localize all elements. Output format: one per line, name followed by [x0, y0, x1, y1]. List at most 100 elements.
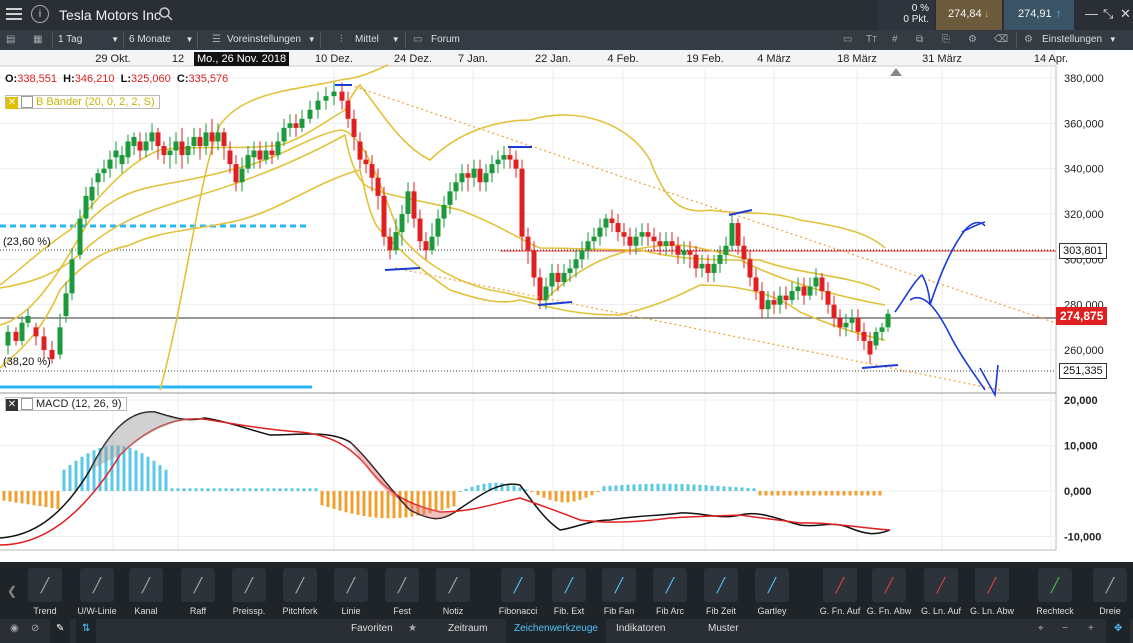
tool-fib-extension[interactable]: ╱ Fib. Ext	[544, 568, 594, 616]
grid-icon[interactable]: #	[892, 34, 898, 45]
macd-histogram-bar	[656, 483, 660, 491]
candle-body	[287, 123, 293, 128]
text-size-icon[interactable]: TT	[866, 34, 877, 45]
candle-body	[49, 350, 55, 360]
chevron-down-icon: ▼	[391, 35, 400, 44]
tool-triangle[interactable]: ╱ Dreie	[1085, 568, 1133, 616]
layout-icon[interactable]: ▦	[33, 34, 43, 45]
sell-button[interactable]: 274,84 ↓	[936, 0, 1002, 30]
chart-area[interactable]: 29 Okt. 12 10 Dez. 24 Dez. 7 Jan. 22 Jan. 4 Fe…	[0, 50, 1133, 562]
macd-histogram-bar	[668, 483, 672, 491]
tool-support-line[interactable]: ╱ U/W-Linie	[72, 568, 122, 616]
tool-pitchfork[interactable]: ╱ Pitchfork	[275, 568, 325, 616]
minimize-indicator-icon[interactable]	[21, 96, 33, 108]
settings-small-icon[interactable]: ⚙	[968, 34, 977, 45]
drawing-tools-tab[interactable]: Zeichenwerkzeuge	[506, 619, 606, 643]
candle-body	[837, 318, 843, 328]
tool-price-range[interactable]: ╱ Preissp.	[224, 568, 274, 616]
tool-gann-fan-down[interactable]: ╱ G. Fn. Abw	[864, 568, 914, 616]
tool-fib-arc[interactable]: ╱ Fib Arc	[645, 568, 695, 616]
macd-legend[interactable]: ✕ MACD (12, 26, 9)	[5, 397, 127, 411]
crosshair-icon[interactable]: ⌖	[1038, 623, 1044, 634]
candle-body	[531, 250, 537, 278]
patterns-tab[interactable]: Muster	[708, 623, 739, 634]
tool-vertical-line[interactable]: ╱ Linie	[326, 568, 376, 616]
candle-body	[633, 236, 639, 246]
macd-histogram-bar	[662, 483, 666, 491]
zoom-out-icon[interactable]: −	[1062, 623, 1068, 634]
presets-select[interactable]: Voreinstellungen ▼	[227, 30, 316, 50]
macd-histogram-bar	[698, 484, 702, 491]
indicators-tab[interactable]: Indikatoren	[616, 623, 666, 634]
macd-histogram-bar	[848, 491, 852, 496]
date-axis-label: 4 Feb.	[607, 53, 638, 65]
macd-histogram-bar	[428, 491, 432, 514]
minimize-indicator-icon[interactable]	[21, 398, 33, 410]
pencil-icon[interactable]: ✎	[50, 619, 71, 643]
copy-icon[interactable]: ⎘	[942, 34, 950, 45]
tool-gann-line-up[interactable]: ╱ G. Ln. Auf	[916, 568, 966, 616]
tool-raff[interactable]: ╱ Raff	[173, 568, 223, 616]
tool-trend-line[interactable]: ╱ Trend	[20, 568, 70, 616]
open-value: 338,551	[17, 73, 57, 85]
buy-button[interactable]: 274,91 ↑	[1004, 0, 1074, 30]
remove-indicator-icon[interactable]: ✕	[6, 399, 18, 411]
candle-body	[351, 118, 357, 137]
tool-gann-line-down[interactable]: ╱ G. Ln. Abw	[967, 568, 1017, 616]
remove-indicator-icon[interactable]: ✕	[6, 97, 18, 109]
hamburger-menu-icon[interactable]	[4, 5, 24, 25]
sidebar-toggle-icon[interactable]: ▤	[6, 34, 16, 45]
close-icon[interactable]: ✕	[1120, 6, 1131, 21]
candle-body	[777, 295, 783, 305]
interval-select[interactable]: 1 Tag ▼	[58, 30, 119, 50]
candle-body	[107, 159, 113, 169]
timeframe-tab[interactable]: Zeitraum	[448, 623, 488, 634]
star-icon[interactable]: ★	[408, 623, 417, 634]
tool-fib-fan[interactable]: ╱ Fib Fan	[594, 568, 644, 616]
macd-histogram-bar	[752, 488, 756, 491]
compare-icon[interactable]: ⧉	[916, 34, 924, 45]
search-icon[interactable]	[158, 6, 174, 22]
hide-icon[interactable]: ◉	[10, 623, 19, 634]
move-icon[interactable]: ✥	[1106, 619, 1131, 643]
price-axis-label: 260,000	[1064, 345, 1104, 357]
range-select[interactable]: 6 Monate ▼	[129, 30, 193, 50]
info-icon[interactable]: i	[31, 5, 49, 23]
price-chart[interactable]: 29 Okt. 12 10 Dez. 24 Dez. 7 Jan. 22 Jan. 4 Fe…	[0, 50, 1133, 562]
tool-channel[interactable]: ╱ Kanal	[121, 568, 171, 616]
macd-histogram-bar	[332, 491, 336, 509]
macd-histogram-bar	[254, 488, 258, 491]
tool-fixed-line[interactable]: ╱ Fest	[377, 568, 427, 616]
gear-icon[interactable]: ⚙	[1024, 34, 1033, 45]
tool-note[interactable]: ╱ Notiz	[428, 568, 478, 616]
candle-body	[747, 259, 753, 278]
bollinger-legend[interactable]: ✕ B Bänder (20, 0, 2, 2, S)	[5, 95, 160, 109]
candle-body	[813, 277, 819, 287]
tool-rectangle[interactable]: ╱ Rechteck	[1030, 568, 1080, 616]
vertical-line-icon: ╱	[334, 568, 368, 602]
candle-body	[363, 159, 369, 165]
candle-body	[197, 136, 203, 146]
candle-body	[179, 141, 185, 156]
restore-icon[interactable]: ⤡	[1103, 6, 1114, 21]
tool-fibonacci[interactable]: ╱ Fibonacci	[493, 568, 543, 616]
eraser-icon[interactable]: ⌫	[994, 34, 1009, 45]
settings-select[interactable]: Einstellungen ▼	[1042, 30, 1117, 50]
save-icon[interactable]: ▭	[843, 34, 853, 45]
macd-histogram-bar	[278, 488, 282, 491]
favorites-tab[interactable]: Favoriten	[351, 623, 393, 634]
tool-gartley[interactable]: ╱ Gartley	[747, 568, 797, 616]
forum-button[interactable]: Forum	[431, 34, 460, 45]
tool-gann-fan-up[interactable]: ╱ G. Fn. Auf	[815, 568, 865, 616]
candle-body	[603, 218, 609, 228]
macd-histogram-bar	[710, 485, 714, 491]
swap-icon[interactable]: ⇅	[76, 619, 97, 643]
tool-fib-time[interactable]: ╱ Fib Zeit	[696, 568, 746, 616]
disable-icon[interactable]: ⊘	[31, 623, 40, 634]
chart-style-select[interactable]: Mittel ▼	[355, 30, 400, 50]
scroll-left-icon[interactable]: ❮	[7, 584, 18, 598]
zoom-in-icon[interactable]: +	[1088, 623, 1094, 634]
candle-body	[453, 182, 459, 192]
minimize-icon[interactable]: —	[1085, 6, 1098, 21]
